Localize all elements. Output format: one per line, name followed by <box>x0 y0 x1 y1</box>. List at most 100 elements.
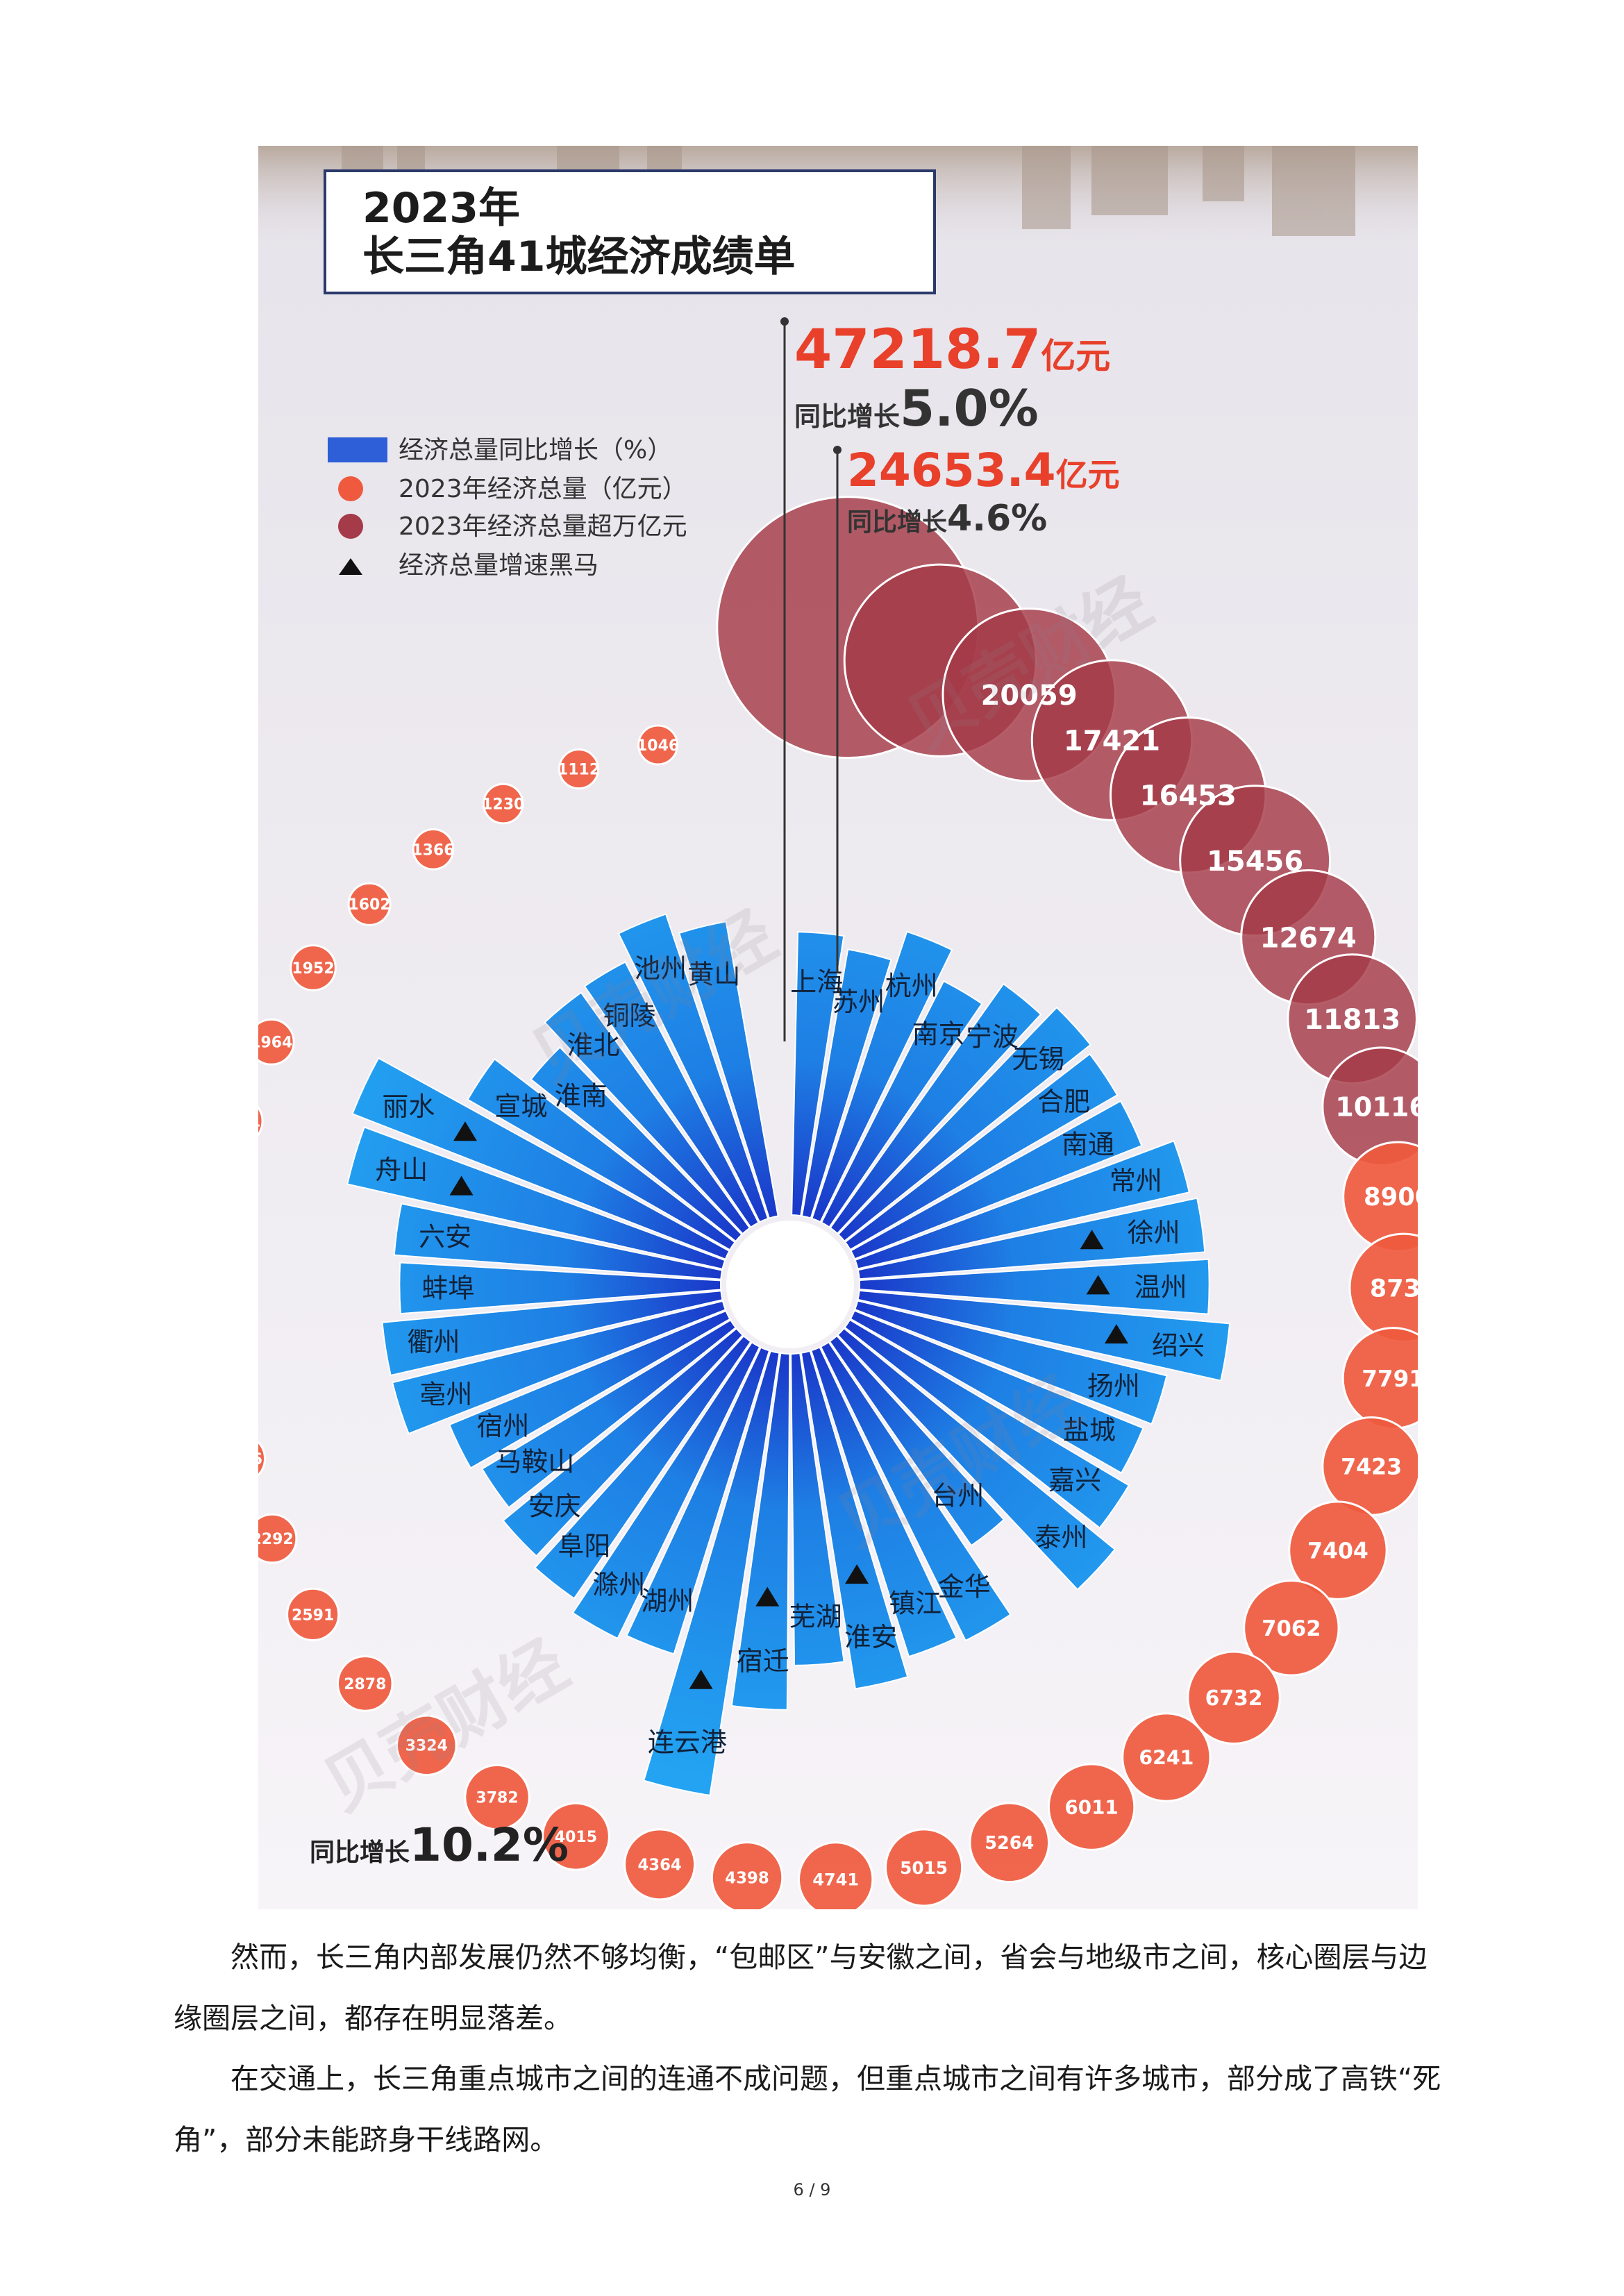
gdp-circle <box>885 1828 964 1907</box>
city-label: 滁州 <box>592 1570 645 1600</box>
city-label: 淮南 <box>555 1081 608 1112</box>
legend-dot-gdp <box>338 476 363 501</box>
legend-label-trillion: 2023年经济总量超万亿元 <box>399 512 687 541</box>
gdp-circle <box>464 1763 530 1831</box>
callout-value-shanghai: 47218.7 <box>794 319 1041 381</box>
gdp-value-label: 8731 <box>1370 1275 1418 1302</box>
callout-unit-suzhou: 亿元 <box>1056 456 1120 494</box>
callout-growth-prefix-lianyungang: 同比增长 <box>310 1838 410 1867</box>
city-label: 绍兴 <box>1152 1330 1205 1361</box>
dark-horse-triangle-icon <box>449 1175 474 1196</box>
svg-text:47218.7亿元: 47218.7亿元 <box>794 319 1110 381</box>
growth-bar <box>544 991 751 1235</box>
city-label: 镇江 <box>889 1589 941 1619</box>
gdp-circle <box>1121 1712 1212 1802</box>
city-label: 连云港 <box>648 1727 727 1758</box>
legend-label-gdp: 2023年经济总量（亿元） <box>399 475 687 503</box>
gdp-value-label: 2101 <box>258 1114 260 1131</box>
gdp-value-label: 1366 <box>412 841 454 859</box>
callout-growth-prefix-suzhou: 同比增长 <box>847 508 947 537</box>
growth-bar <box>381 1290 723 1377</box>
callout-dot-shanghai <box>780 317 789 326</box>
gdp-value-label: 1046 <box>637 737 679 755</box>
growth-bar <box>857 1289 1231 1382</box>
city-label: 金华 <box>938 1572 991 1602</box>
growth-bar <box>837 1006 1092 1243</box>
gdp-circle <box>396 1714 458 1777</box>
growth-bar <box>810 1346 957 1658</box>
growth-bar <box>534 1334 752 1600</box>
dark-horse-triangle-icon <box>689 1669 713 1689</box>
growth-bar <box>583 961 760 1229</box>
gdp-value-label: 7062 <box>1262 1617 1321 1641</box>
growth-bar <box>857 1197 1206 1280</box>
gdp-value-label: 16453 <box>1140 780 1237 812</box>
gdp-circle <box>1243 1579 1340 1677</box>
legend-triangle-icon <box>339 558 362 575</box>
growth-bar <box>351 1057 730 1260</box>
gdp-value-label: 1602 <box>348 896 390 914</box>
gdp-circle <box>798 1841 874 1909</box>
city-label: 无锡 <box>1012 1044 1064 1074</box>
paragraph-2: 在交通上，长三角重点城市之间的连通不成问题，但重点城市之间有许多城市，部分成了高… <box>174 2062 1441 2156</box>
gdp-value-label: 4741 <box>812 1870 859 1890</box>
city-label: 亳州 <box>419 1379 472 1409</box>
gdp-value-label: 4398 <box>725 1870 769 1888</box>
gdp-circle <box>412 828 455 871</box>
gdp-circle <box>347 882 392 926</box>
growth-bar <box>849 1309 1144 1474</box>
svg-text:同比增长10.2%: 同比增长10.2% <box>310 1818 569 1872</box>
city-label: 衢州 <box>408 1327 460 1357</box>
growth-bar <box>853 1300 1168 1425</box>
city-label: 阜阳 <box>558 1531 610 1561</box>
growth-bars <box>346 913 1231 1797</box>
city-label: 黄山 <box>687 960 740 990</box>
page-number: 6 / 9 <box>793 2180 831 2199</box>
city-label: 南京 <box>912 1019 965 1050</box>
paragraph-1: 然而，长三角内部发展仍然不够均衡，“包邮区”与安徽之间，省会与地级市之间，核心圈… <box>174 1941 1428 2035</box>
city-label: 舟山 <box>375 1155 428 1185</box>
callout-growth-lianyungang: 10.2% <box>410 1818 569 1872</box>
city-label: 嘉兴 <box>1048 1465 1101 1495</box>
gdp-value-label: 7791 <box>1362 1366 1418 1392</box>
gdp-value-label: 6241 <box>1139 1746 1194 1769</box>
dark-horse-triangle-icon <box>845 1564 869 1584</box>
title-box: 2023年 长三角41城经济成绩单 <box>324 169 936 294</box>
gdp-circle <box>258 1106 264 1137</box>
gdp-circle <box>623 1828 696 1901</box>
growth-bar <box>730 1352 791 1711</box>
gdp-value-label: 5264 <box>985 1833 1034 1854</box>
growth-bar <box>399 1262 722 1315</box>
city-label: 湖州 <box>641 1586 694 1616</box>
city-label: 铜陵 <box>603 1000 656 1031</box>
city-label: 淮北 <box>567 1030 619 1060</box>
gdp-circle <box>969 1802 1050 1884</box>
city-label: 杭州 <box>885 971 938 1001</box>
growth-bar <box>346 1126 726 1271</box>
growth-bar <box>391 1300 727 1435</box>
city-label: 丽水 <box>382 1091 435 1122</box>
growth-bar <box>854 1140 1191 1270</box>
city-label: 徐州 <box>1128 1217 1180 1248</box>
city-label: 苏州 <box>832 987 885 1017</box>
gdp-circle <box>290 944 337 991</box>
gdp-circle <box>258 1513 298 1564</box>
growth-bar <box>393 1203 723 1280</box>
gdp-circles <box>258 496 1418 1909</box>
dark-horse-triangle-icon <box>1104 1324 1128 1344</box>
growth-bar <box>844 1318 1130 1530</box>
growth-bar <box>467 1057 736 1251</box>
gdp-value-label: 2292 <box>258 1531 294 1548</box>
city-label: 六安 <box>419 1221 471 1252</box>
title-line-2: 长三角41城经济成绩单 <box>362 233 796 281</box>
gdp-value-label: 2878 <box>344 1676 386 1693</box>
infographic: 2023年 长三角41城经济成绩单 经济总量同比增长（%） 2023年经济总量（… <box>258 146 1418 1909</box>
city-label: 宣城 <box>494 1091 547 1122</box>
city-label: 芜湖 <box>789 1602 842 1632</box>
gdp-circle <box>1288 1500 1388 1600</box>
growth-bar <box>502 1327 744 1557</box>
growth-bar <box>801 948 892 1219</box>
city-label: 宿迁 <box>737 1645 789 1676</box>
gdp-value-label: 7404 <box>1307 1539 1368 1564</box>
